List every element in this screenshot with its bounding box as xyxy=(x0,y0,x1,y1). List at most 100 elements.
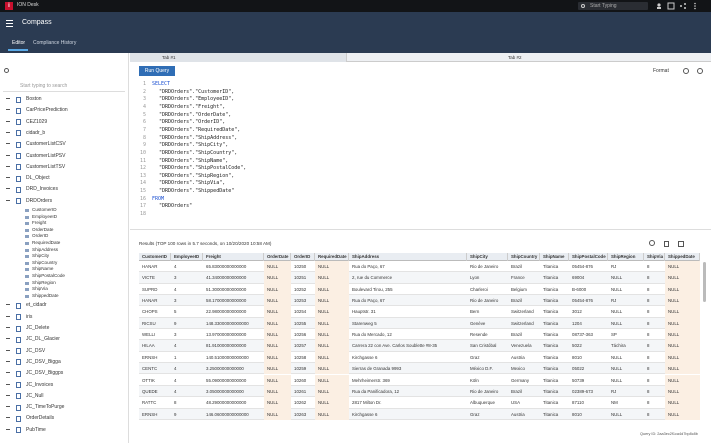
table-row[interactable] xyxy=(139,329,700,341)
scrollbar[interactable] xyxy=(703,262,706,302)
column-header[interactable]: ShipAddress xyxy=(349,253,467,261)
search-placeholder[interactable]: Start Typing xyxy=(590,2,617,9)
column-header[interactable]: ShipVia xyxy=(644,253,665,261)
tree-item[interactable]: JC_DSV xyxy=(26,347,46,354)
tree-column[interactable]: ShipAddress xyxy=(32,246,59,252)
expander[interactable] xyxy=(6,338,10,342)
column-header[interactable]: ShipName xyxy=(540,253,569,261)
code-line[interactable]: "DRDOrders"."OrderID", xyxy=(159,119,226,126)
expander[interactable] xyxy=(6,327,10,331)
expander[interactable] xyxy=(6,360,10,365)
code-line[interactable]: "DRDOrders"."CustomerID", xyxy=(159,88,235,95)
splitter[interactable] xyxy=(130,229,711,230)
expander[interactable] xyxy=(6,109,10,113)
expander[interactable] xyxy=(6,417,10,421)
code-line[interactable]: "DRDOrders"."EmployeeID", xyxy=(159,96,235,103)
tree-item[interactable]: JC_DL_Glacier xyxy=(26,336,60,343)
tree-item[interactable]: et_cidadr xyxy=(26,302,47,309)
code-line[interactable]: "DRDOrders"."ShippedDate" xyxy=(159,188,235,195)
tree-column[interactable]: ShipVia xyxy=(32,286,48,292)
tree-column[interactable]: RequiredDate xyxy=(32,240,61,245)
expander[interactable] xyxy=(6,154,10,159)
column-header[interactable]: EmployeeID xyxy=(171,253,203,261)
expander[interactable] xyxy=(6,372,10,376)
column-header[interactable]: ShipCountry xyxy=(508,253,540,261)
table-row[interactable] xyxy=(139,397,700,409)
expander[interactable] xyxy=(6,315,10,320)
run-query-button[interactable]: Run Query xyxy=(139,66,175,76)
hamburger[interactable] xyxy=(6,20,14,27)
tab-1-label[interactable]: Tab #1 xyxy=(162,55,176,60)
tree-item[interactable]: cidadr_b xyxy=(26,129,46,136)
tab-1[interactable] xyxy=(130,53,347,62)
tab-2-label[interactable]: Tab #2 xyxy=(508,55,522,60)
tree-item[interactable]: JC_Null xyxy=(26,392,44,399)
tree-column[interactable]: ShippedDate xyxy=(32,292,59,298)
expander[interactable] xyxy=(6,349,10,354)
code-line[interactable]: "DRDOrders"."ShipName", xyxy=(159,157,229,164)
expander[interactable] xyxy=(6,177,10,181)
tree-column[interactable]: ShipCity xyxy=(32,253,50,259)
table-row[interactable] xyxy=(139,261,700,273)
expander[interactable] xyxy=(6,98,10,102)
tree-item[interactable]: PubTime xyxy=(26,426,46,433)
code-line[interactable]: "DRDOrders"."ShipVia", xyxy=(159,180,226,187)
code-line[interactable]: SELECT xyxy=(152,81,171,87)
expander[interactable] xyxy=(6,406,10,410)
table-row[interactable] xyxy=(139,306,700,318)
expander[interactable] xyxy=(6,428,10,433)
results-export[interactable] xyxy=(664,241,669,247)
tab-compliance[interactable]: Compliance History xyxy=(33,40,77,46)
tree-item[interactable]: JC_Invoices xyxy=(26,381,54,388)
code-line[interactable]: "DRDOrders"."ShipRegion", xyxy=(159,172,235,179)
column-header[interactable]: RequiredDate xyxy=(315,253,349,261)
zoom-out[interactable] xyxy=(683,68,689,74)
sidebar-search[interactable] xyxy=(3,82,125,92)
expander[interactable] xyxy=(6,120,10,125)
tree-item[interactable]: DRDOrders xyxy=(26,197,53,204)
expander[interactable] xyxy=(6,304,10,308)
tree-item[interactable]: JC_Delete xyxy=(26,325,50,331)
search-box[interactable] xyxy=(578,2,648,10)
column-header[interactable]: Freight xyxy=(203,253,264,261)
code-line[interactable]: "DRDOrders"."OrderDate", xyxy=(159,111,232,118)
code-line[interactable]: FROM xyxy=(152,195,165,202)
expander[interactable] xyxy=(6,394,10,399)
table-row[interactable] xyxy=(139,340,700,352)
expander[interactable] xyxy=(6,143,10,147)
tree-column[interactable]: OrderID xyxy=(32,233,49,239)
code-line[interactable]: "DRDOrders"."Freight", xyxy=(159,103,226,110)
tree-item[interactable]: CustomerListPSV xyxy=(26,152,66,159)
sidebar-search-placeholder[interactable]: Start typing to search xyxy=(20,83,68,89)
results-search[interactable] xyxy=(649,240,655,246)
column-header[interactable]: OrderID xyxy=(291,253,315,261)
tree-item[interactable]: DL_Object xyxy=(26,175,50,182)
code-line[interactable]: "DRDOrders" xyxy=(159,203,193,210)
expander[interactable] xyxy=(6,383,10,388)
tree-column[interactable]: ShipName xyxy=(32,266,54,272)
tree-column[interactable]: ShipCountry xyxy=(32,259,58,265)
tree-item[interactable]: DRD_Invoices xyxy=(26,186,58,193)
tree-item[interactable]: JC_DSV_Bigga xyxy=(26,358,61,365)
table-row[interactable] xyxy=(139,351,700,364)
code-line[interactable]: "DRDOrders"."RequiredDate", xyxy=(159,126,241,133)
code-line[interactable]: "DRDOrders"."ShipPostalCode", xyxy=(159,165,247,172)
tree-item[interactable]: OrderDetails xyxy=(26,415,55,422)
column-header[interactable]: ShipCity xyxy=(467,253,508,261)
tree-item[interactable]: iris xyxy=(26,313,33,320)
table-row[interactable] xyxy=(139,385,700,398)
tree-item[interactable]: JC_DSV_Biggps xyxy=(26,370,64,377)
tree-column[interactable]: ShipRegion xyxy=(32,279,56,285)
column-header[interactable]: OrderDate xyxy=(264,253,291,261)
table-row[interactable] xyxy=(139,317,700,330)
expander[interactable] xyxy=(6,131,10,136)
format-button[interactable]: Format xyxy=(653,68,669,74)
share-icon[interactable] xyxy=(680,5,682,7)
table-row[interactable] xyxy=(139,283,700,296)
column-header[interactable]: ShipRegion xyxy=(608,253,644,261)
tree-item[interactable]: JC_TimeToPurge xyxy=(26,404,65,411)
column-header[interactable]: CustomerID xyxy=(139,253,171,261)
tree-item[interactable]: CustomerListTSV xyxy=(26,163,66,170)
column-header[interactable]: ShippedDate xyxy=(665,253,700,261)
tree-column[interactable]: EmployeeID xyxy=(32,213,58,219)
